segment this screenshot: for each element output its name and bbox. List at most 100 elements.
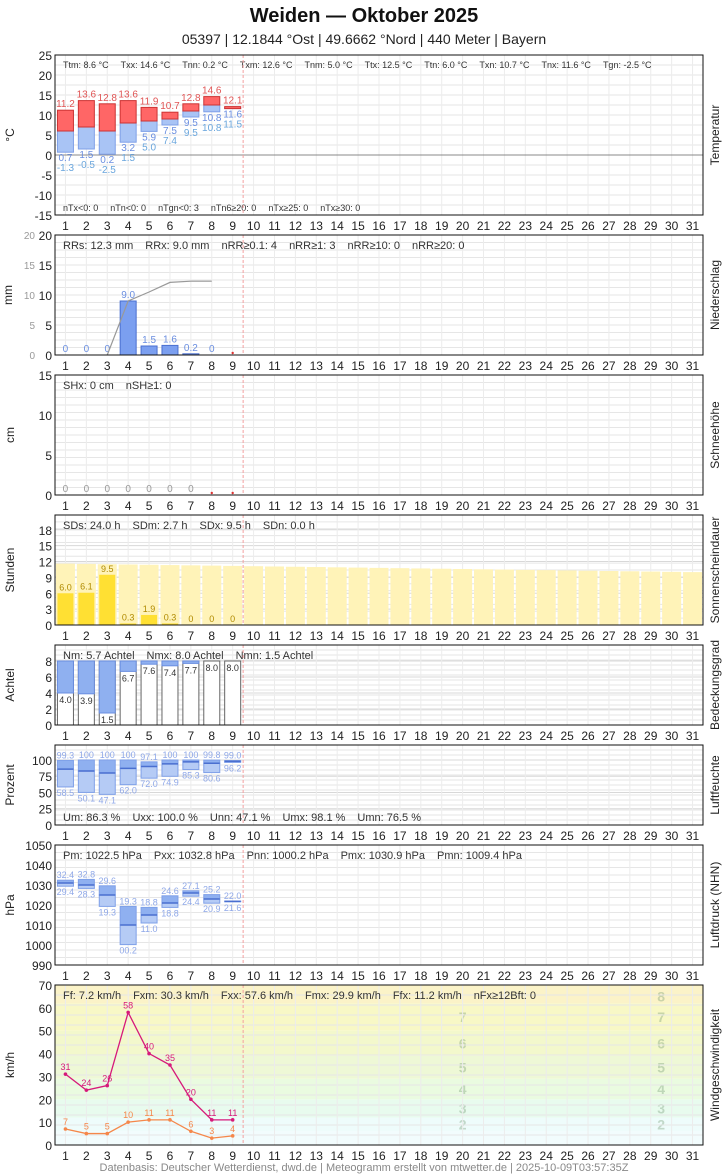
x-tick-label: 19	[435, 729, 449, 743]
x-tick-label: 25	[560, 969, 574, 983]
y-axis-label: mm	[1, 285, 15, 305]
x-tick-label: 14	[331, 499, 345, 513]
data-label: 5.9	[142, 132, 156, 143]
x-tick-label: 6	[167, 359, 174, 373]
temp-max-bar	[182, 103, 200, 112]
gust-point	[63, 1072, 68, 1076]
x-tick-label: 4	[125, 729, 132, 743]
stat: nRR≥1: 3	[289, 240, 335, 252]
stat: Fxm: 30.3 km/h	[133, 990, 209, 1002]
x-tick-label: 10	[247, 219, 261, 233]
y-tick-label: 30	[39, 1070, 53, 1084]
y-tick-label: 100	[32, 754, 52, 768]
x-tick-label: 16	[372, 359, 386, 373]
x-tick-label: 21	[477, 359, 491, 373]
x-tick-label: 21	[477, 499, 491, 513]
y-tick-label: 1000	[25, 939, 52, 953]
x-tick-label: 3	[104, 629, 111, 643]
x-tick-label: 24	[540, 829, 554, 843]
y-axis-label: Prozent	[3, 764, 17, 806]
wind-mean-point	[230, 1134, 235, 1138]
x-tick-label: 12	[289, 629, 303, 643]
data-label: 10.7	[160, 101, 180, 112]
gust-point	[189, 1097, 193, 1102]
y-tick-label: 60	[39, 1002, 53, 1016]
x-tick-label: 11	[268, 829, 281, 843]
x-tick-label: 10	[247, 499, 261, 513]
x-tick-label: 2	[83, 359, 90, 373]
data-label: 6.0	[59, 582, 72, 592]
x-tick-label: 16	[372, 729, 386, 743]
data-label: 99.8	[203, 750, 221, 760]
possible-sunshine-bar	[139, 564, 159, 625]
data-label: 6.1	[80, 582, 93, 592]
x-tick-label: 8	[208, 359, 215, 373]
data-label: 96.2	[224, 763, 242, 773]
data-label: 28.3	[78, 889, 96, 899]
y-tick-label: 12	[39, 556, 53, 570]
x-tick-label: 13	[310, 729, 324, 743]
data-label: 0.3	[164, 612, 177, 622]
x-tick-label: 15	[351, 499, 365, 513]
x-tick-label: 24	[540, 219, 554, 233]
stat: Tnm: 5.0 °C	[304, 60, 353, 70]
gust-point	[105, 1083, 110, 1088]
x-tick-label: 5	[146, 629, 153, 643]
x-tick-label: 1	[62, 499, 69, 513]
range-bar-upper	[119, 905, 137, 926]
data-label: 24.6	[161, 886, 179, 896]
trace-dot	[210, 491, 213, 495]
gust-point	[126, 1010, 130, 1015]
data-label: 1.5	[79, 150, 93, 161]
y-tick-label: 20	[39, 1093, 53, 1107]
x-tick-label: 10	[247, 729, 261, 743]
stat: Tgn: -2.5 °C	[603, 60, 652, 70]
possible-sunshine-bar	[536, 570, 556, 625]
x-tick-label: 2	[83, 729, 90, 743]
x-tick-label: 12	[289, 359, 303, 373]
x-tick-label: 10	[247, 1149, 261, 1163]
data-label: 18.8	[140, 897, 158, 907]
possible-sunshine-bar	[578, 570, 598, 625]
possible-sunshine-bar	[453, 569, 473, 625]
y-axis-label: Achtel	[3, 668, 17, 701]
gust-point	[84, 1088, 89, 1092]
y-tick-label: 40	[39, 1048, 53, 1062]
x-tick-label: 23	[519, 359, 533, 373]
temp-min-bar	[119, 122, 137, 143]
x-tick-label: 16	[372, 219, 386, 233]
cloud-bar	[161, 660, 179, 667]
data-label: 00.2	[119, 946, 137, 956]
x-tick-label: 12	[289, 1149, 303, 1163]
data-label: 0	[104, 344, 110, 355]
panel-title: Bedeckungsgrad	[708, 640, 722, 730]
data-label: 0	[167, 484, 173, 495]
x-tick-label: 25	[560, 1149, 574, 1163]
x-tick-label: 13	[310, 629, 324, 643]
stat: Pnn: 1000.2 hPa	[247, 850, 330, 862]
y-tick-label: 8	[45, 655, 52, 669]
temp-max-bar	[161, 111, 179, 120]
range-bar-upper	[140, 906, 158, 916]
data-label: 7.5	[163, 126, 177, 137]
y-tick-label: 1010	[25, 919, 52, 933]
data-label: 6	[188, 1119, 193, 1129]
stat: Fxx: 57.6 km/h	[221, 990, 293, 1002]
gust-point	[209, 1118, 214, 1122]
data-label: 32.8	[78, 869, 96, 879]
y-tick-label-secondary: 20	[24, 231, 36, 242]
stat: Ttx: 12.5 °C	[365, 60, 413, 70]
x-tick-label: 13	[310, 969, 324, 983]
x-tick-label: 11	[268, 219, 281, 233]
stat: Pm: 1022.5 hPa	[63, 850, 143, 862]
stat: Ttm: 8.6 °C	[63, 60, 109, 70]
beaufort-number: 8	[657, 988, 665, 1004]
x-tick-label: 23	[519, 1149, 533, 1163]
data-label: 0.2	[184, 343, 198, 354]
x-tick-label: 7	[188, 499, 195, 513]
x-tick-label: 2	[83, 969, 90, 983]
range-bar-upper	[98, 885, 116, 896]
